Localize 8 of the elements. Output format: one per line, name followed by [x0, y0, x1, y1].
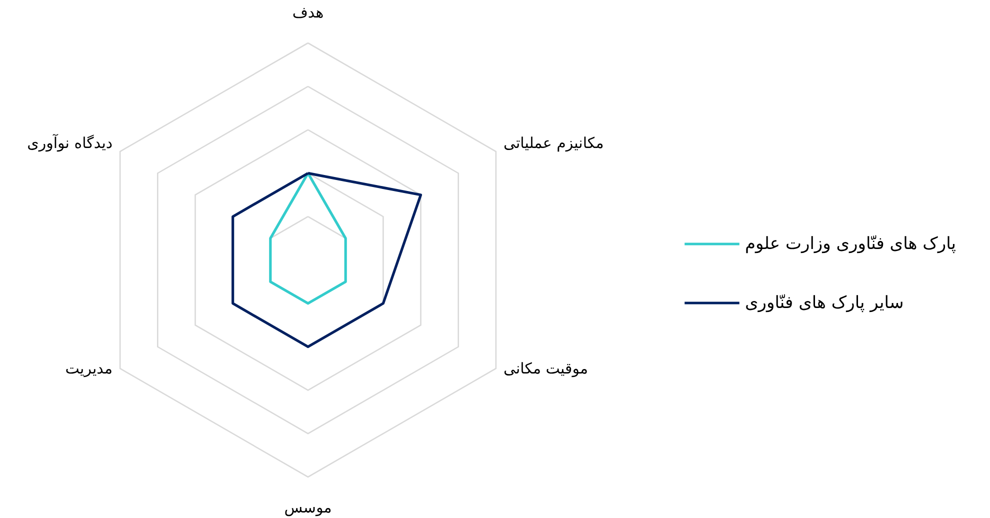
spoke-label: موسس	[284, 498, 332, 516]
spoke-label: مکانیزم عملیاتی	[503, 134, 604, 152]
legend-label: سایر پارک های فنّاوری	[745, 293, 904, 313]
spoke-label: دیدگاه نوآوری	[27, 132, 113, 152]
spoke-label: موقیت مکانی	[503, 360, 588, 378]
spoke-label: مدیریت	[65, 360, 113, 378]
spoke-label: هدف	[292, 4, 324, 22]
legend-label: پارک های فنّاوری وزارت علوم	[745, 234, 956, 254]
